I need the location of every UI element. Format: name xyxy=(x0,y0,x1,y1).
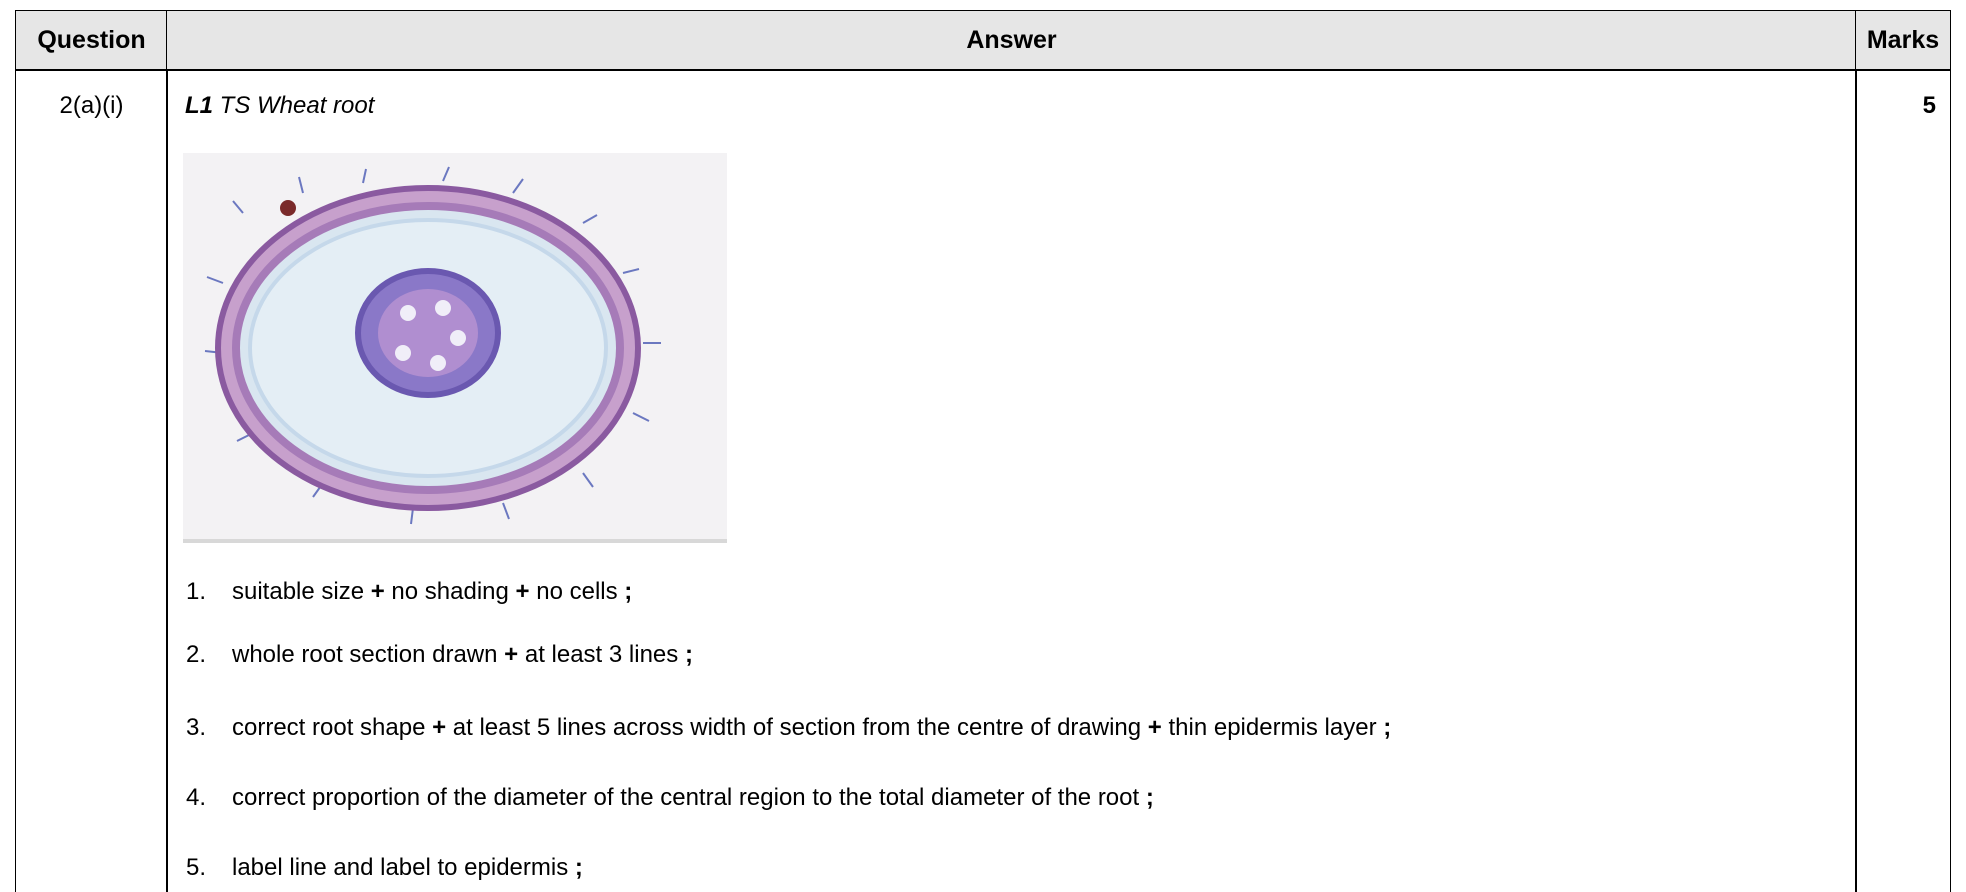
title-text: TS Wheat root xyxy=(213,92,374,119)
point-text: correct proportion of the diameter of th… xyxy=(232,784,1146,811)
point-text: no cells xyxy=(530,578,625,605)
point-connector: ; xyxy=(1383,714,1391,741)
point-connector: ; xyxy=(1146,784,1154,811)
point-connector: ; xyxy=(685,641,693,668)
point-number: 3. xyxy=(186,714,232,742)
point-number: 4. xyxy=(186,784,232,812)
point-connector: + xyxy=(371,578,385,605)
header-question: Question xyxy=(37,26,145,55)
point-text: label line and label to epidermis xyxy=(232,854,575,881)
marking-point: 1.suitable size + no shading + no cells … xyxy=(186,578,632,606)
marking-point: 5.label line and label to epidermis ; xyxy=(186,854,583,882)
point-connector: + xyxy=(504,641,518,668)
question-cell xyxy=(15,69,168,892)
point-text: at least 5 lines across width of section… xyxy=(446,714,1148,741)
point-connector: + xyxy=(516,578,530,605)
header-cell: Marks xyxy=(1855,10,1951,71)
point-text: at least 3 lines xyxy=(518,641,685,668)
micrograph xyxy=(183,153,727,543)
point-number: 2. xyxy=(186,641,232,669)
page: Question Answer Marks 2(a)(i) L1 TS Whea… xyxy=(0,0,1966,892)
point-connector: ; xyxy=(624,578,632,605)
point-text: suitable size xyxy=(232,578,371,605)
header-cell: Question xyxy=(15,10,168,71)
point-connector: ; xyxy=(575,854,583,881)
header-cell: Answer xyxy=(166,10,1857,71)
marks-value: 5 xyxy=(1870,92,1936,120)
point-text: no shading xyxy=(385,578,516,605)
marking-point: 2.whole root section drawn + at least 3 … xyxy=(186,641,693,669)
marks-cell xyxy=(1855,69,1951,892)
point-connector: + xyxy=(1148,714,1162,741)
answer-title: L1 TS Wheat root xyxy=(185,92,374,120)
point-number: 1. xyxy=(186,578,232,606)
header-answer: Answer xyxy=(966,26,1056,55)
marking-point: 3.correct root shape + at least 5 lines … xyxy=(186,714,1391,742)
point-text: correct root shape xyxy=(232,714,432,741)
header-marks: Marks xyxy=(1867,26,1939,55)
point-connector: + xyxy=(432,714,446,741)
point-text: whole root section drawn xyxy=(232,641,504,668)
point-number: 5. xyxy=(186,854,232,882)
point-text: thin epidermis layer xyxy=(1162,714,1383,741)
question-number: 2(a)(i) xyxy=(30,92,153,120)
marking-point: 4.correct proportion of the diameter of … xyxy=(186,784,1154,812)
title-label: L1 xyxy=(185,92,213,119)
